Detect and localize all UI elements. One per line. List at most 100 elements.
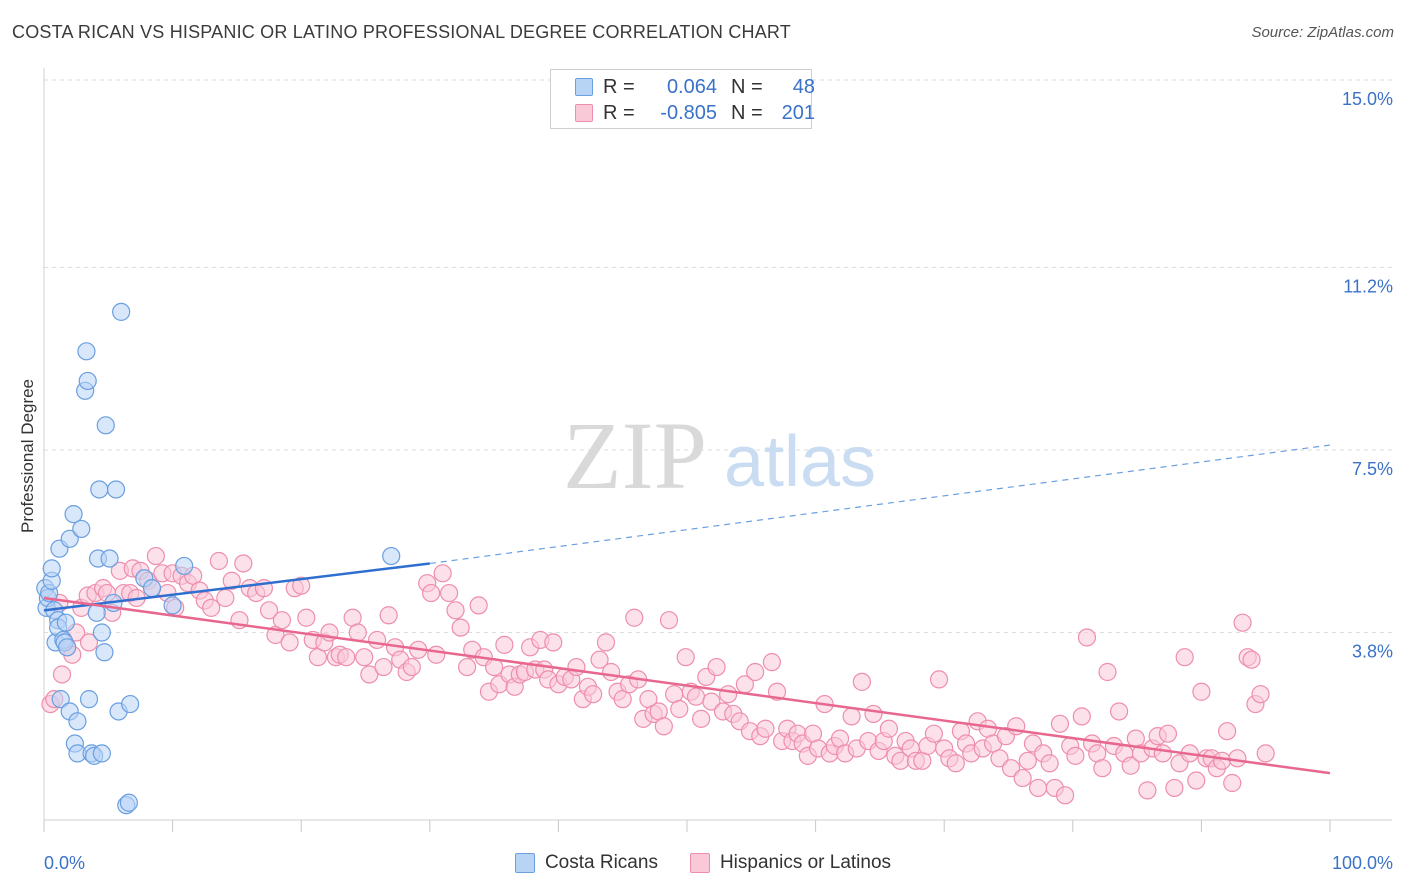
costa-rican-point (77, 342, 96, 361)
hispanic-point (602, 662, 621, 682)
hispanic-point (1098, 662, 1117, 682)
hispanic-point (374, 657, 393, 677)
hispanic-point (52, 665, 72, 684)
hispanic-trend-line (43, 596, 1331, 775)
hispanic-point (1233, 613, 1252, 632)
hispanic-point (1013, 768, 1032, 788)
costa-rican-point (142, 579, 162, 598)
hispanic-point (495, 635, 514, 654)
y-tick-label: 7.5% (1352, 459, 1393, 479)
hispanic-point (337, 648, 356, 667)
hispanic-point (1153, 744, 1172, 763)
hispanic-point (1093, 759, 1112, 778)
hispanic-point (79, 633, 99, 652)
legend-n-value: 201 (781, 101, 815, 124)
hispanic-point (402, 657, 421, 677)
costa-rican-trend-extension (429, 444, 1331, 565)
hispanic-point (567, 657, 586, 677)
hispanic-point (457, 657, 477, 677)
hispanic-point (852, 672, 871, 691)
costa-rican-point (92, 623, 111, 642)
tick-labels: 3.8% 7.5% 11.2% 15.0% 0.0% 100.0% (44, 89, 1393, 873)
hispanic-point (946, 754, 965, 773)
costa-rican-trend-line (43, 562, 430, 612)
costa-rican-point (175, 556, 194, 576)
series-swatch-pink (689, 853, 710, 873)
hispanic-point (297, 608, 316, 627)
hispanic-point (209, 551, 228, 571)
series-legend-hispanics[interactable]: Hispanics or Latinos (689, 852, 892, 874)
hispanic-point (767, 682, 787, 701)
costa-rican-point (58, 638, 77, 657)
axes (43, 68, 1392, 832)
series-legend-costa-ricans[interactable]: Costa Ricans (514, 852, 658, 874)
hispanic-point (469, 596, 488, 615)
chart-title: COSTA RICAN VS HISPANIC OR LATINO PROFES… (12, 22, 791, 42)
costa-rican-point (42, 559, 61, 578)
hispanic-point (427, 645, 446, 664)
hispanic-point (676, 648, 695, 667)
hispanic-point (1187, 771, 1206, 790)
costa-rican-point (121, 694, 140, 714)
hispanic-point (659, 611, 679, 630)
hispanic-point (1028, 778, 1048, 798)
hispanic-point (1223, 773, 1242, 793)
legend-r-value: 0.064 (666, 75, 717, 98)
hispanic-point (1077, 628, 1097, 647)
legend-row-hispanics: R = -0.805 N = 201 (575, 100, 815, 126)
costa-rican-point (95, 643, 114, 662)
hispanic-point (1121, 756, 1140, 775)
hispanic-points (41, 546, 1275, 805)
hispanic-point (1212, 751, 1232, 770)
hispanic-point (584, 685, 603, 704)
hispanic-point (596, 633, 616, 652)
hispanic-point (202, 598, 221, 617)
hispanic-point (1218, 722, 1237, 741)
trend-lines (43, 444, 1331, 775)
hispanic-point (1109, 702, 1129, 721)
hispanic-point (842, 707, 861, 726)
hispanic-point (433, 564, 452, 583)
legend-n-label: N = (731, 101, 763, 124)
y-tick-label: 15.0% (1342, 89, 1393, 109)
costa-rican-point (68, 712, 87, 731)
legend-n-label: N = (731, 75, 763, 98)
hispanic-point (451, 618, 470, 637)
watermark: ZIP atlas (563, 402, 876, 509)
costa-rican-point (72, 519, 91, 539)
hispanic-point (1138, 781, 1157, 800)
hispanic-point (762, 653, 781, 672)
costa-rican-point (56, 613, 75, 632)
x-tick-label-max: 100.0% (1332, 853, 1393, 873)
costa-rican-point (90, 480, 109, 499)
costa-rican-point (163, 596, 182, 615)
hispanic-point (1072, 707, 1091, 726)
hispanic-point (348, 623, 367, 642)
hispanic-point (1018, 751, 1037, 770)
watermark-zip: ZIP (563, 402, 707, 509)
costa-rican-point (92, 744, 111, 763)
costa-rican-point (112, 302, 131, 321)
hispanic-point (924, 724, 944, 743)
series-legend-label: Hispanics or Latinos (719, 852, 892, 873)
legend-r-label: R = (603, 101, 635, 124)
hispanic-point (222, 571, 241, 590)
hispanic-point (259, 601, 279, 620)
hispanic-point (1040, 754, 1059, 773)
hispanic-point (1251, 685, 1270, 704)
legend-r-value: -0.805 (660, 101, 717, 124)
hispanic-point (707, 657, 726, 677)
hispanic-point (864, 704, 883, 724)
costa-rican-point (382, 546, 401, 566)
hispanic-point (1256, 744, 1275, 763)
hispanic-point (234, 554, 253, 573)
y-tick-label: 11.2% (1343, 276, 1393, 296)
y-tick-label: 3.8% (1352, 642, 1393, 662)
hispanic-point (1158, 724, 1178, 743)
hispanic-point (421, 583, 441, 603)
hispanic-point (292, 576, 311, 595)
series-legend: Costa Ricans Hispanics or Latinos (0, 852, 1406, 874)
hispanic-point (654, 717, 673, 736)
costa-rican-point (64, 505, 83, 524)
